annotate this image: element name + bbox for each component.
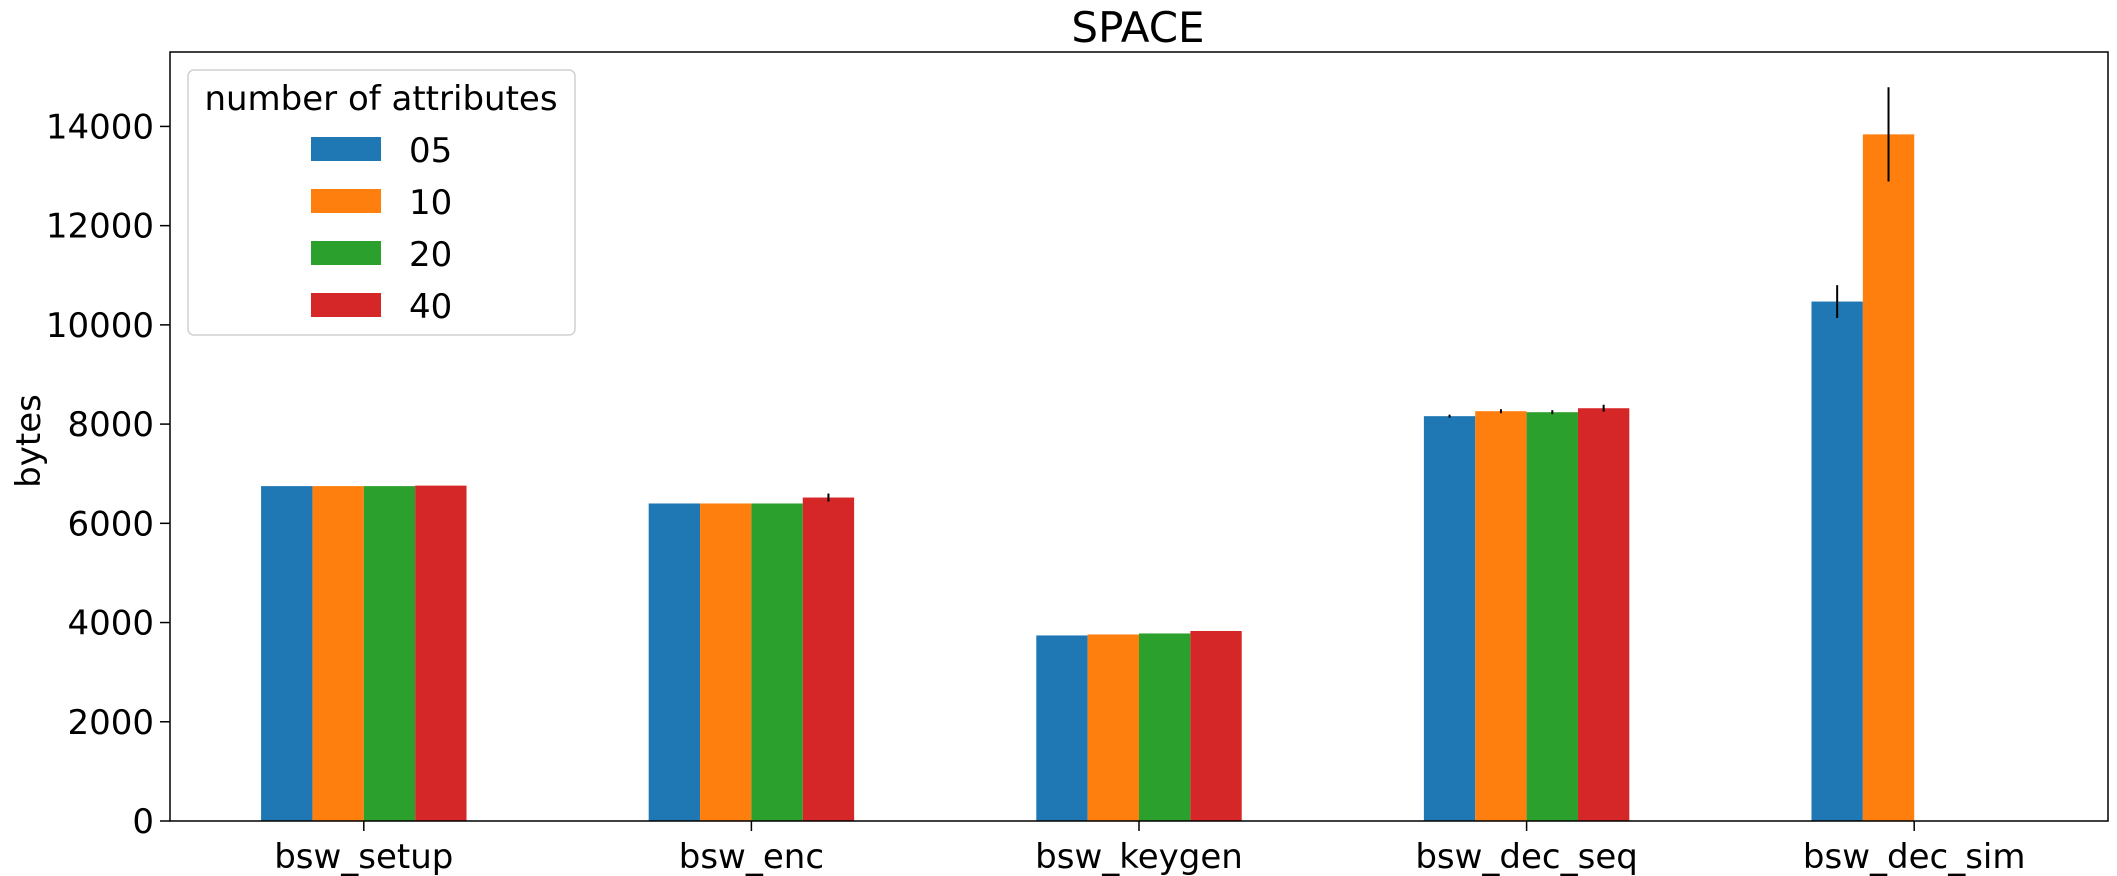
legend-swatch-20 (311, 241, 381, 265)
bar-bsw_dec_seq-40 (1577, 408, 1630, 821)
legend-label-05: 05 (409, 131, 452, 171)
y-tick-label: 4000 (67, 604, 154, 644)
bar-bsw_dec_seq-20 (1526, 412, 1578, 821)
bar-bsw_enc-40 (802, 497, 855, 821)
error-bars-group (827, 87, 1890, 502)
x-tick-label: bsw_dec_seq (1415, 837, 1638, 876)
bar-bsw_setup-05 (261, 486, 313, 821)
legend-label-40: 40 (409, 287, 452, 327)
bar-bsw_dec_sim-10 (1862, 134, 1915, 821)
bar-bsw_keygen-20 (1139, 633, 1191, 821)
x-tick-label: bsw_keygen (1035, 837, 1243, 876)
y-tick-label: 8000 (67, 405, 154, 445)
bar-bsw_dec_seq-05 (1423, 416, 1476, 821)
y-axis: 0 2000 4000 6000 8000 10000 12000 14000 (46, 107, 170, 842)
x-axis: bsw_setup bsw_enc bsw_keygen bsw_dec_seq bsw… (274, 821, 2025, 876)
bar-bsw_enc-10 (700, 503, 752, 821)
bar-bsw_setup-20 (363, 486, 416, 821)
legend-box (187, 69, 576, 336)
legend-title: number of attributes (204, 79, 557, 119)
x-tick-label: bsw_dec_sim (1803, 837, 2026, 876)
bar-bsw_enc-05 (648, 503, 701, 821)
x-tick-label: bsw_setup (274, 837, 453, 876)
y-tick-label: 2000 (67, 703, 154, 743)
bar-bsw_setup-10 (312, 486, 364, 821)
bar-bsw_enc-20 (751, 503, 803, 821)
legend-items: 05 10 20 40 (311, 131, 452, 327)
y-tick-label: 6000 (67, 504, 154, 544)
legend-label-10: 10 (409, 183, 452, 223)
bar-bsw_setup-40 (415, 485, 467, 821)
bar-bsw_keygen-10 (1087, 634, 1139, 821)
legend-swatch-40 (311, 293, 381, 317)
bars-group (261, 134, 1915, 821)
bar-bsw_dec_sim-05 (1811, 301, 1863, 821)
bar-bsw_dec_seq-10 (1475, 411, 1527, 821)
y-tick-label: 0 (132, 802, 154, 842)
y-tick-label: 10000 (46, 306, 154, 346)
legend-swatch-05 (311, 137, 381, 161)
y-tick-label: 14000 (46, 107, 154, 147)
y-tick-label: 12000 (46, 207, 154, 247)
bar-bsw_keygen-40 (1190, 630, 1242, 821)
chart-title: SPACE (1071, 3, 1204, 52)
legend-swatch-10 (311, 189, 381, 213)
x-tick-label: bsw_enc (679, 837, 824, 876)
y-axis-label: bytes (9, 394, 49, 488)
legend: number of attributes 05 10 20 40 (187, 69, 576, 336)
bar-bsw_keygen-05 (1036, 635, 1088, 821)
legend-label-20: 20 (409, 235, 452, 275)
